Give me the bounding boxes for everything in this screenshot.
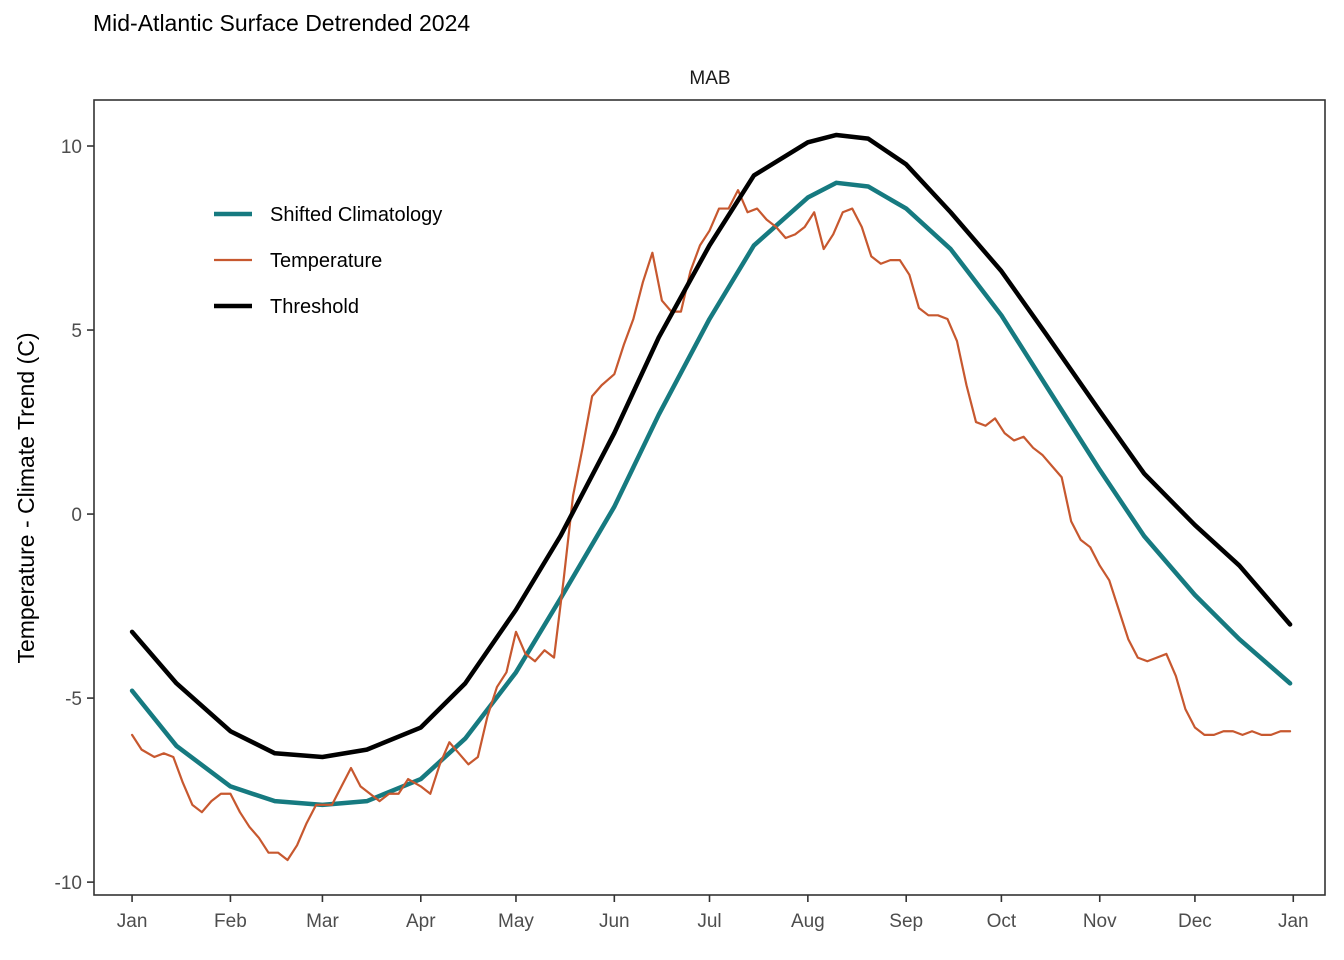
x-tick-label: Mar xyxy=(306,911,339,932)
legend-label-temperature: Temperature xyxy=(270,250,382,272)
y-tick-label: 10 xyxy=(61,137,82,158)
x-tick-label: Feb xyxy=(214,911,247,932)
y-tick-label: 5 xyxy=(71,321,82,342)
series-line-temperature xyxy=(130,189,1292,862)
x-tick-label: Dec xyxy=(1178,911,1212,932)
series-line-shifted-climatology xyxy=(129,180,1293,808)
x-tick-label: Nov xyxy=(1083,911,1117,932)
x-tick-label: Oct xyxy=(987,911,1017,932)
y-axis: -10 -5 0 5 10 xyxy=(55,137,94,894)
plot-area xyxy=(129,132,1293,862)
panel-strip-label: MAB xyxy=(689,68,730,89)
y-tick-label: -5 xyxy=(65,689,82,710)
x-tick-label: Apr xyxy=(406,911,436,932)
y-tick-label: 0 xyxy=(71,505,82,526)
x-tick-label: Jan xyxy=(1278,911,1309,932)
y-axis-title: Temperature - Climate Trend (C) xyxy=(13,332,39,663)
x-tick-label: May xyxy=(498,911,534,932)
x-tick-label: Aug xyxy=(791,911,825,932)
x-axis: Jan Feb Mar Apr May Jun Jul Aug Sep Oct Nov Dec Jan xyxy=(117,895,1309,932)
legend: Shifted Climatology Temperature Threshold xyxy=(214,204,442,318)
legend-label-threshold: Threshold xyxy=(270,296,359,318)
x-tick-label: Jun xyxy=(599,911,630,932)
series-line-threshold xyxy=(129,132,1293,760)
chart-title: Mid-Atlantic Surface Detrended 2024 xyxy=(93,10,471,36)
y-tick-label: -10 xyxy=(55,873,82,894)
x-tick-label: Jan xyxy=(117,911,148,932)
x-tick-label: Jul xyxy=(697,911,721,932)
x-tick-label: Sep xyxy=(889,911,923,932)
legend-label-shifted-climatology: Shifted Climatology xyxy=(270,204,442,226)
